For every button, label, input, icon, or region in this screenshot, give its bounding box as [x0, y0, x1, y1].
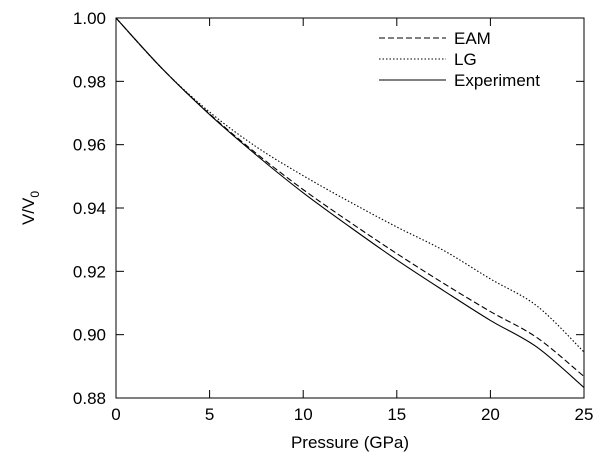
y-axis-label: V/V0 — [19, 191, 42, 225]
series-lines — [115, 17, 585, 388]
legend: EAM LG Experiment — [379, 29, 540, 90]
y-tick-label: 0.98 — [73, 72, 106, 91]
x-tick-label: 25 — [575, 405, 594, 424]
x-tick-label: 15 — [387, 405, 406, 424]
legend-label-lg: LG — [454, 50, 477, 69]
series-line-lg — [115, 17, 585, 353]
y-tick-label: 0.90 — [73, 326, 106, 345]
x-tick-label: 20 — [481, 405, 500, 424]
y-axis-label-main: V/V — [19, 197, 38, 225]
y-tick-label: 0.88 — [73, 389, 106, 408]
x-tick-label: 10 — [294, 405, 313, 424]
y-axis-label-subscript: 0 — [28, 191, 42, 198]
y-tick-label: 0.96 — [73, 136, 106, 155]
x-tick-label: 5 — [205, 405, 214, 424]
y-tick-label: 0.92 — [73, 262, 106, 281]
series-line-eam — [115, 17, 585, 377]
legend-label-eam: EAM — [454, 29, 491, 48]
series-line-experiment — [115, 17, 585, 388]
legend-label-experiment: Experiment — [454, 71, 540, 90]
y-tick-label: 0.94 — [73, 199, 106, 218]
x-tick-label: 0 — [111, 405, 120, 424]
x-axis-label: Pressure (GPa) — [291, 433, 409, 452]
y-tick-label: 1.00 — [73, 9, 106, 28]
ticks: 0 5 10 15 20 25 0.88 0.90 0.92 0.94 0.96 0.98 1.00 — [73, 9, 594, 424]
